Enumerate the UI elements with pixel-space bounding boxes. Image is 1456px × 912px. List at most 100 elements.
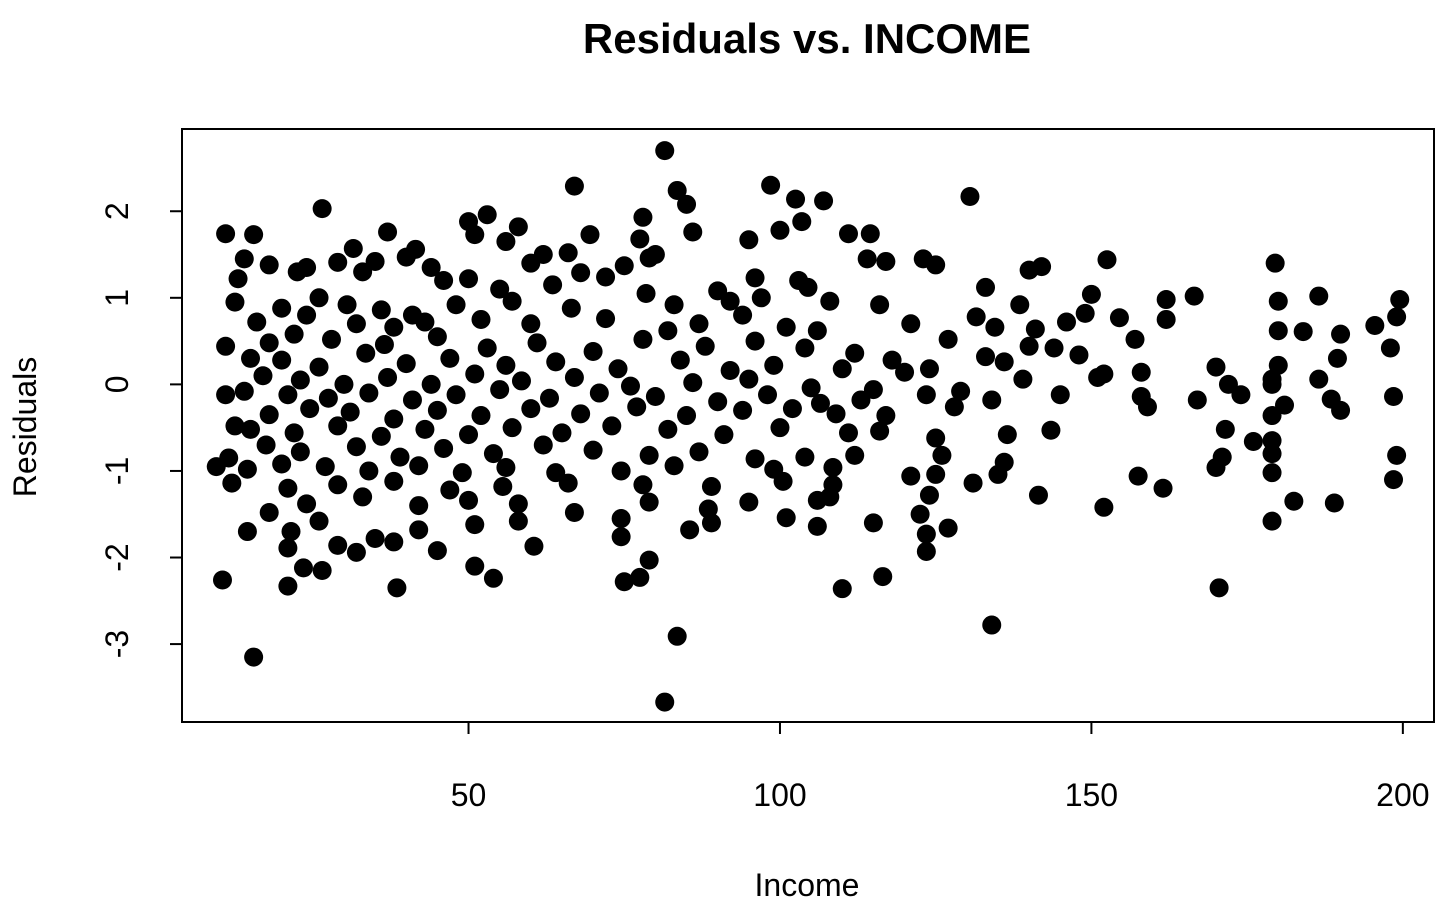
x-tick-label: 100: [753, 777, 806, 813]
data-point: [873, 567, 893, 587]
data-point: [234, 249, 254, 269]
data-point: [1109, 308, 1129, 328]
data-point: [932, 445, 952, 465]
data-point: [415, 419, 435, 439]
data-point: [926, 255, 946, 275]
data-point: [459, 425, 479, 445]
plot-frame: [181, 128, 1435, 723]
data-point: [611, 509, 631, 529]
data-point: [508, 511, 528, 531]
data-point: [901, 466, 921, 486]
data-point: [546, 352, 566, 372]
data-point: [300, 399, 320, 419]
data-point: [633, 475, 653, 495]
data-point: [658, 321, 678, 341]
data-point: [639, 492, 659, 512]
data-point: [633, 207, 653, 227]
data-point: [259, 503, 279, 523]
data-point: [916, 385, 936, 405]
data-point: [792, 212, 812, 232]
data-point: [1069, 345, 1089, 365]
data-point: [820, 291, 840, 311]
data-point: [1044, 338, 1064, 358]
data-point: [795, 338, 815, 358]
data-point: [739, 230, 759, 250]
data-point: [1384, 386, 1404, 406]
data-point: [564, 176, 584, 196]
data-point: [359, 383, 379, 403]
data-point: [365, 528, 385, 548]
data-point: [677, 406, 697, 426]
data-point: [237, 459, 257, 479]
data-point: [374, 335, 394, 355]
data-point: [1131, 362, 1151, 382]
data-point: [1056, 312, 1076, 332]
data-point: [845, 343, 865, 363]
data-point: [1262, 511, 1282, 531]
data-point: [608, 359, 628, 379]
data-point: [1153, 478, 1173, 498]
data-point: [483, 568, 503, 588]
data-point: [527, 333, 547, 353]
data-point: [1019, 336, 1039, 356]
data-point: [290, 442, 310, 462]
data-point: [409, 456, 429, 476]
data-point: [228, 269, 248, 289]
data-point: [1331, 324, 1351, 344]
data-point: [636, 283, 656, 303]
data-point: [234, 381, 254, 401]
data-point: [620, 376, 640, 396]
data-point: [739, 369, 759, 389]
data-point: [658, 419, 678, 439]
data-point: [421, 374, 441, 394]
data-point: [281, 522, 301, 542]
data-point: [876, 251, 896, 271]
data-point: [583, 440, 603, 460]
data-point: [328, 475, 348, 495]
data-point: [216, 385, 236, 405]
data-point: [1275, 395, 1295, 415]
data-point: [434, 438, 454, 458]
data-point: [272, 454, 292, 474]
data-point: [259, 255, 279, 275]
data-point: [988, 464, 1008, 484]
x-axis-label: Income: [755, 867, 860, 903]
data-point: [384, 532, 404, 552]
data-point: [216, 336, 236, 356]
data-point: [297, 494, 317, 514]
data-point: [1212, 447, 1232, 467]
data-point: [259, 405, 279, 425]
data-point: [832, 359, 852, 379]
data-point: [976, 347, 996, 367]
data-point: [471, 406, 491, 426]
data-point: [1013, 369, 1033, 389]
data-point: [477, 338, 497, 358]
data-point: [776, 317, 796, 337]
data-point: [838, 224, 858, 244]
data-point: [664, 456, 684, 476]
data-point: [807, 516, 827, 536]
data-point: [1331, 400, 1351, 420]
data-point: [533, 435, 553, 455]
data-point: [558, 243, 578, 263]
data-point: [521, 253, 541, 273]
data-point: [384, 317, 404, 337]
data-point: [639, 445, 659, 465]
data-point: [1218, 374, 1238, 394]
data-point: [870, 295, 890, 315]
data-point: [689, 442, 709, 462]
data-point: [745, 331, 765, 351]
data-point: [1380, 338, 1400, 358]
data-point: [720, 361, 740, 381]
data-point: [1028, 485, 1048, 505]
data-point: [222, 473, 242, 493]
data-point: [278, 385, 298, 405]
data-point: [216, 224, 236, 244]
data-point: [1243, 432, 1263, 452]
data-point: [309, 288, 329, 308]
data-point: [1075, 303, 1095, 323]
data-point: [602, 416, 622, 436]
data-point: [1184, 286, 1204, 306]
data-point: [733, 305, 753, 325]
data-point: [490, 279, 510, 299]
